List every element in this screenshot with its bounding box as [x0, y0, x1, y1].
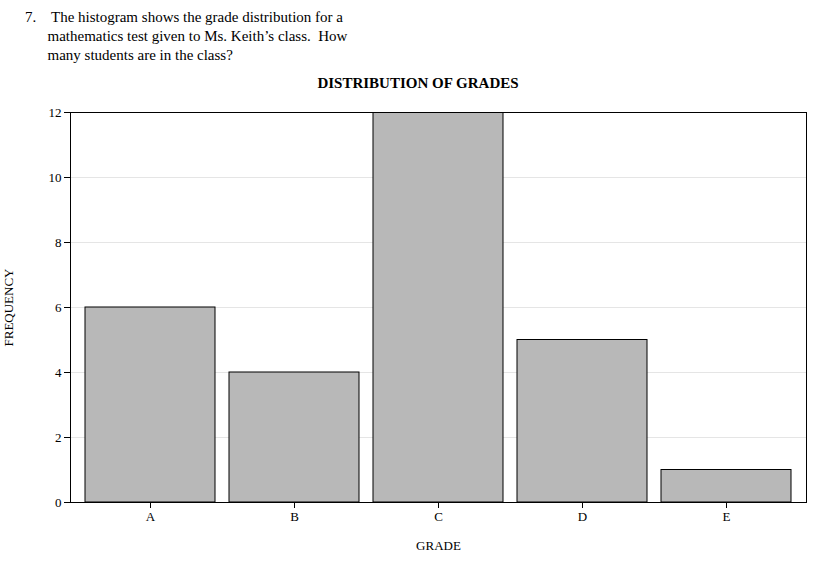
- html-text:DISTRIBUTION OF GRADES: DISTRIBUTION OF GRADES: [317, 75, 519, 91]
- svg-text:B: B: [290, 509, 299, 524]
- svg-text:2: 2: [55, 430, 62, 445]
- svg-text:0: 0: [55, 495, 62, 510]
- svg-text:4: 4: [55, 365, 62, 380]
- svg-text:10: 10: [49, 170, 62, 185]
- svg-text:D: D: [578, 509, 587, 524]
- svg-text:A: A: [146, 509, 156, 524]
- svg-text:FREQUENCY: FREQUENCY: [1, 268, 16, 347]
- svg-text:GRADE: GRADE: [416, 538, 461, 553]
- svg-text:E: E: [723, 509, 731, 524]
- svg-text:C: C: [434, 509, 443, 524]
- html-text:7. The histogram shows the gra: 7. The histogram shows the grade distrib…: [25, 9, 348, 63]
- svg-text:12: 12: [49, 105, 62, 120]
- svg-text:6: 6: [55, 300, 62, 315]
- svg-text:8: 8: [55, 235, 62, 250]
